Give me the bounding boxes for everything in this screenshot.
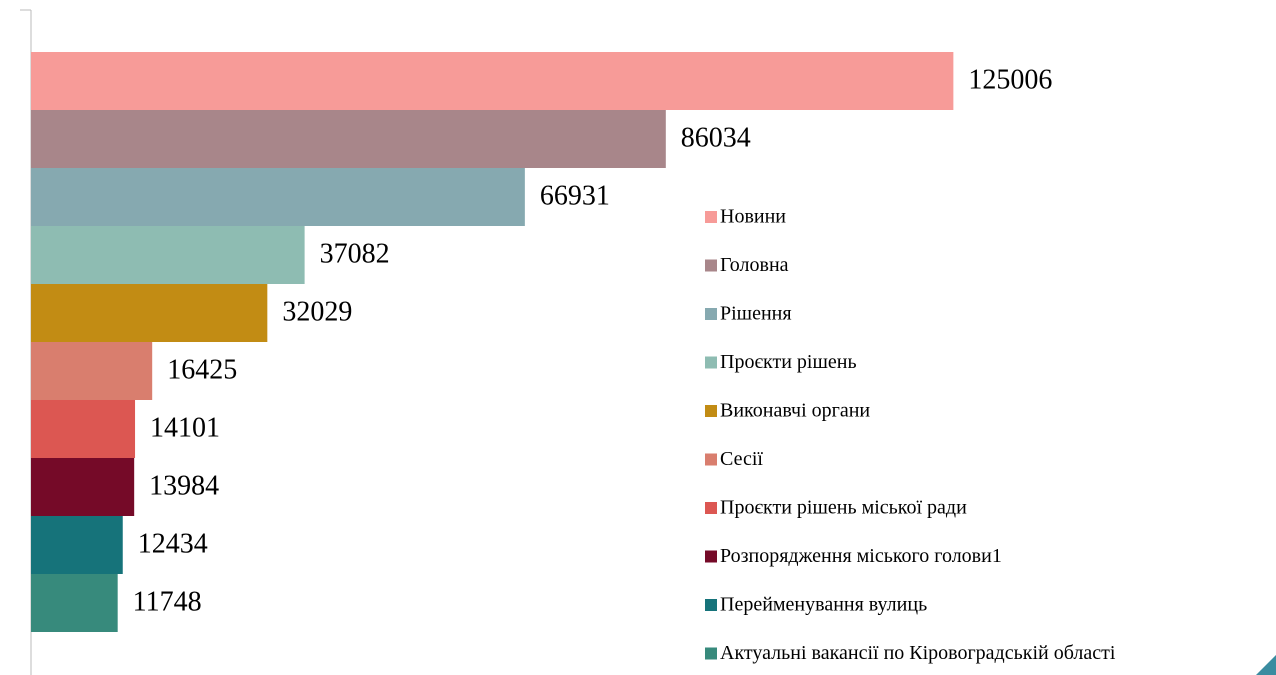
legend-swatch xyxy=(705,308,717,320)
bar xyxy=(31,226,305,284)
bar xyxy=(31,342,153,400)
value-label: 32029 xyxy=(282,296,352,327)
legend-label: Актуальні вакансії по Кіровоградській об… xyxy=(720,642,1116,664)
bar xyxy=(31,168,525,226)
bar xyxy=(31,52,954,110)
bar xyxy=(31,284,268,342)
legend-swatch xyxy=(705,356,717,369)
legend-swatch xyxy=(705,647,717,660)
value-label: 12434 xyxy=(138,528,208,559)
legend-label: Проєкти рішень xyxy=(720,351,857,373)
legend-swatch xyxy=(705,211,717,223)
value-label: 13984 xyxy=(149,470,219,501)
legend-swatch xyxy=(705,550,717,563)
legend-swatch xyxy=(705,599,717,611)
value-label: 16425 xyxy=(167,354,237,385)
legend-label: Розпорядження міського голови1 xyxy=(720,545,1002,567)
legend-label: Виконавчі органи xyxy=(720,400,870,422)
value-label: 11748 xyxy=(133,586,202,617)
value-label: 14101 xyxy=(150,412,220,443)
legend-swatch xyxy=(705,259,717,272)
bar xyxy=(31,110,666,168)
bar xyxy=(31,574,118,632)
bar xyxy=(31,516,123,574)
legend-label: Перейменування вулиць xyxy=(720,594,927,616)
legend-label: Сесії xyxy=(720,448,763,470)
legend-swatch xyxy=(705,453,717,466)
legend-label: Новини xyxy=(720,206,786,228)
legend-label: Головна xyxy=(720,254,789,276)
bar xyxy=(31,400,136,458)
value-label: 86034 xyxy=(681,122,751,153)
corner-decoration xyxy=(1256,655,1276,675)
legend-swatch xyxy=(705,405,717,417)
bar xyxy=(31,458,135,516)
legend-label: Проєкти рішень міської ради xyxy=(720,497,967,519)
legend-label: Рішення xyxy=(720,303,792,325)
legend-swatch xyxy=(705,502,717,514)
value-label: 66931 xyxy=(540,180,610,211)
value-label: 125006 xyxy=(968,64,1052,95)
value-label: 37082 xyxy=(320,238,390,269)
